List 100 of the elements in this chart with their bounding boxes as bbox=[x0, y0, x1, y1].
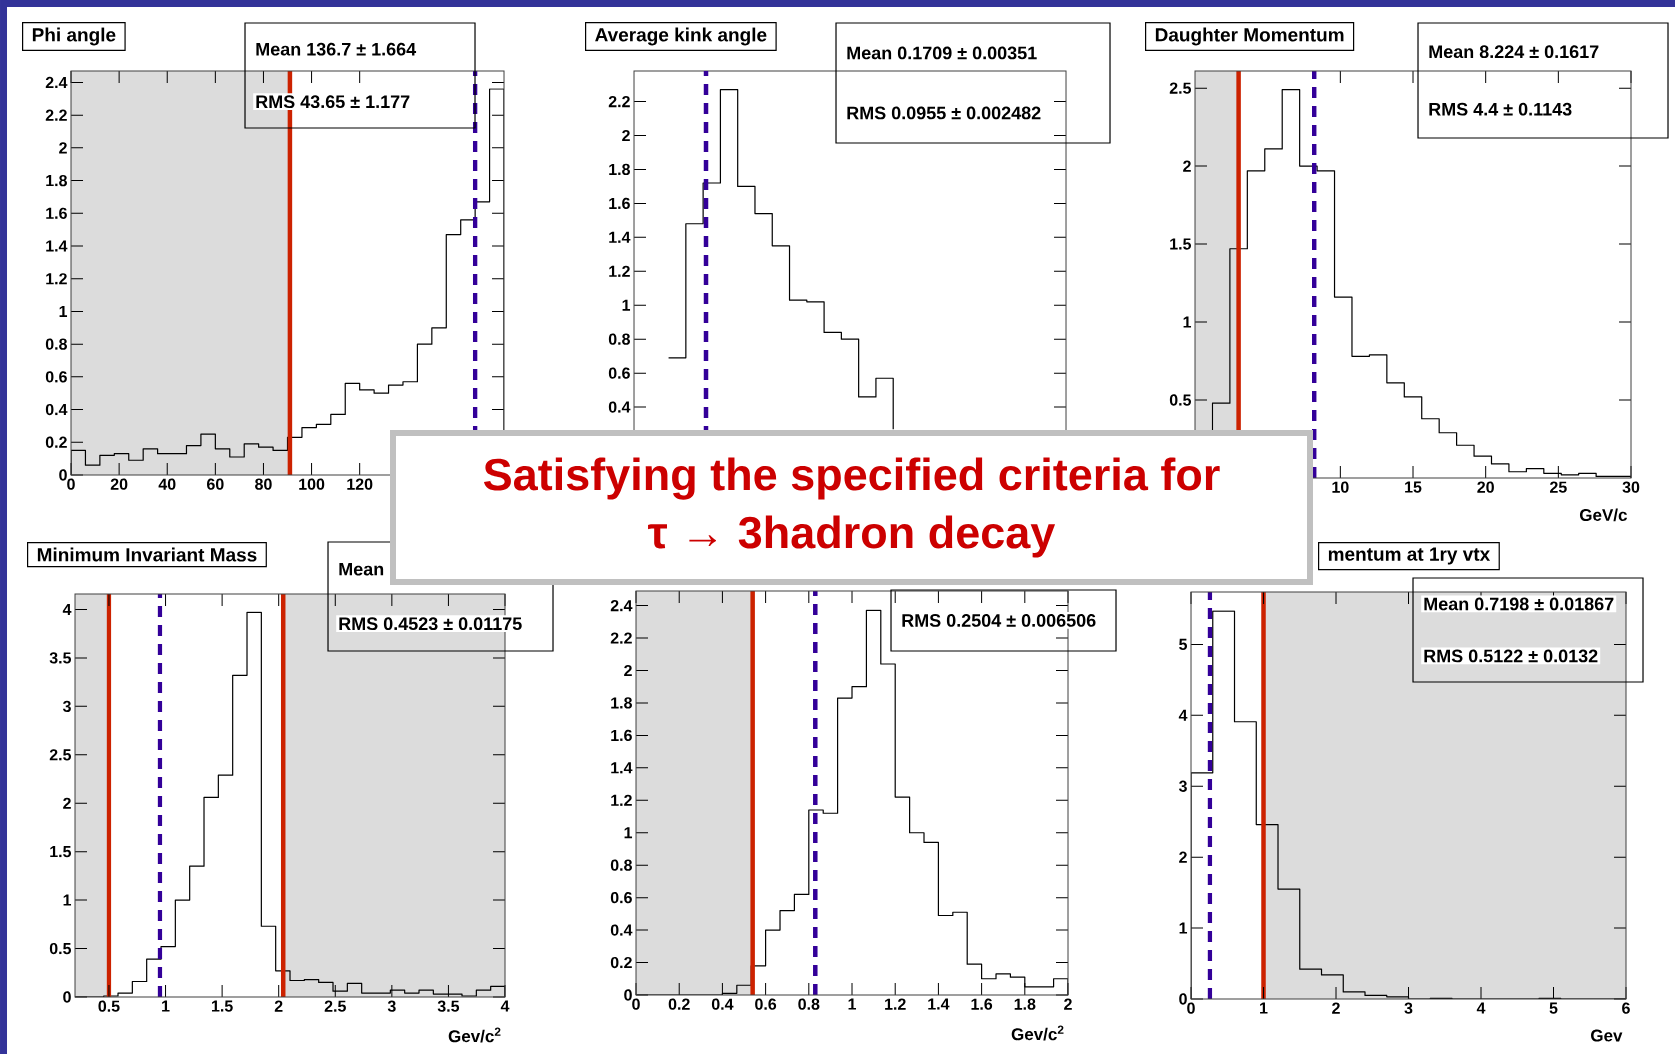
y-tick-label: 0.6 bbox=[610, 891, 632, 904]
y-tick-label: 2.2 bbox=[608, 95, 630, 108]
y-tick-label: 1.2 bbox=[609, 265, 630, 277]
y-tick-label: 2.4 bbox=[610, 600, 633, 612]
y-tick-label: 0.4 bbox=[45, 403, 68, 416]
y-tick-label: 3.5 bbox=[49, 652, 72, 664]
chart-title: Minimum Invariant Mass bbox=[37, 547, 257, 562]
y-tick-label: 1 bbox=[624, 827, 633, 839]
y-tick-label: 0.4 bbox=[610, 924, 633, 936]
x-tick-label: 30 bbox=[1622, 481, 1640, 493]
x-tick-label: 25 bbox=[1549, 481, 1567, 493]
y-tick-label: 1.6 bbox=[609, 197, 630, 210]
chart-title: Average kink angle bbox=[595, 27, 767, 46]
y-tick-label: 0.8 bbox=[45, 338, 67, 350]
y-tick-label: 1.2 bbox=[611, 794, 632, 806]
y-tick-label: 0.2 bbox=[45, 436, 67, 448]
y-tick-label: 2 bbox=[624, 664, 632, 677]
y-tick-label: 2 bbox=[63, 797, 71, 809]
y-tick-label: 1.8 bbox=[611, 697, 632, 709]
y-tick-label: 1.6 bbox=[611, 729, 632, 742]
x-tick-label: 0.4 bbox=[711, 998, 734, 1010]
y-tick-label: 1.8 bbox=[46, 174, 67, 187]
y-tick-label: 3 bbox=[62, 700, 71, 713]
annotation: RMS 43.65 ± 1.177 bbox=[256, 95, 410, 109]
y-tick-label: 2.2 bbox=[610, 632, 632, 644]
y-tick-label: 1 bbox=[63, 894, 72, 906]
x-tick-label: 10 bbox=[1332, 481, 1349, 493]
x-tick-label: 20 bbox=[110, 478, 128, 490]
x-tick-label: 1.4 bbox=[928, 998, 950, 1010]
x-tick-label: 120 bbox=[347, 478, 373, 490]
y-tick-label: 0.2 bbox=[610, 956, 632, 969]
x-axis-title: GeV/c bbox=[1579, 508, 1627, 522]
y-tick-label: 1.4 bbox=[609, 231, 631, 243]
text: Mean 0.1709 ± 0.00351 bbox=[847, 46, 1037, 60]
chart-title: Daughter Momentum bbox=[1155, 27, 1344, 46]
annotation: RMS 0.4523 ± 0.01175 bbox=[339, 617, 522, 631]
y-tick-label: 2.5 bbox=[49, 749, 72, 761]
y-tick-label: 2.4 bbox=[45, 76, 68, 89]
y-tick-label: 1.5 bbox=[1170, 238, 1192, 250]
annotation: RMS 0.2504 ± 0.006506 bbox=[902, 614, 1096, 627]
y-tick-label: 4 bbox=[1178, 709, 1188, 721]
x-axis-title: Gev/c$^{2}$ bbox=[1011, 1025, 1064, 1041]
y-tick-label: 2 bbox=[1183, 160, 1191, 172]
x-tick-label: 20 bbox=[1477, 481, 1494, 493]
x-tick-label: 3.5 bbox=[437, 1000, 460, 1012]
x-tick-label: 15 bbox=[1405, 481, 1422, 493]
annotation: Mean 0.7198 ± 0.01867 bbox=[1424, 597, 1614, 611]
x-tick-label: 2.5 bbox=[324, 1000, 346, 1012]
x-tick-label: 3 bbox=[387, 1000, 396, 1012]
x-tick-label: 80 bbox=[255, 478, 272, 490]
x-axis-title: Gev bbox=[1591, 1029, 1623, 1042]
x-axis-title: Gev/c$^{2}$ bbox=[448, 1027, 501, 1043]
x-tick-label: 2 bbox=[274, 1000, 283, 1012]
annotation: Satisfying the specified criteria for bbox=[483, 457, 1220, 500]
x-tick-label: 0.6 bbox=[755, 998, 777, 1010]
x-tick-label: 1.6 bbox=[971, 998, 993, 1010]
y-tick-label: 0.5 bbox=[1169, 394, 1192, 406]
y-tick-label: 0.8 bbox=[608, 333, 630, 345]
y-tick-label: 2.5 bbox=[1169, 82, 1192, 94]
x-tick-label: 1.8 bbox=[1014, 998, 1036, 1010]
x-tick-label: 2 bbox=[1332, 1002, 1340, 1014]
y-tick-label: 1.2 bbox=[46, 273, 67, 285]
annotation: RMS 0.0955 ± 0.002482 bbox=[847, 106, 1041, 120]
annotation: RMS 4.4 ± 0.1143 bbox=[1429, 102, 1572, 116]
y-tick-label: 5 bbox=[1179, 638, 1188, 651]
y-tick-label: 0.4 bbox=[608, 401, 631, 413]
y-tick-label: 1 bbox=[1183, 316, 1192, 328]
y-tick-label: 1 bbox=[622, 299, 631, 311]
x-tick-label: 3 bbox=[1404, 1002, 1413, 1014]
x-tick-label: 5 bbox=[1549, 1002, 1558, 1014]
y-tick-label: 2 bbox=[59, 142, 67, 154]
chart-title: Phi angle bbox=[32, 27, 116, 46]
y-tick-label: 3 bbox=[1178, 780, 1187, 792]
y-tick-label: 0 bbox=[624, 989, 632, 1001]
y-tick-label: 1 bbox=[1179, 922, 1188, 934]
annotation: RMS 0.5122 ± 0.0132 bbox=[1424, 649, 1598, 663]
y-tick-label: 0.6 bbox=[45, 371, 67, 383]
y-tick-label: 0.8 bbox=[610, 859, 632, 871]
y-tick-label: 2 bbox=[1179, 851, 1187, 863]
x-tick-label: 100 bbox=[299, 478, 325, 490]
y-tick-label: 4 bbox=[62, 603, 72, 615]
x-tick-label: 40 bbox=[158, 478, 176, 490]
x-tick-label: 1 bbox=[1260, 1002, 1268, 1014]
x-tick-label: 1.5 bbox=[212, 1000, 233, 1012]
y-tick-label: 1.8 bbox=[609, 163, 630, 176]
y-tick-label: 0.5 bbox=[49, 942, 72, 955]
x-tick-label: 60 bbox=[207, 478, 224, 490]
x-tick-label: 2 bbox=[1064, 998, 1072, 1010]
text: Mean bbox=[339, 562, 384, 576]
text: τ → 3hadron decay bbox=[648, 515, 1056, 558]
x-tick-label: 0.5 bbox=[98, 1000, 120, 1012]
chart-title: mentum at 1ry vtx bbox=[1328, 547, 1491, 565]
x-tick-label: 4 bbox=[1476, 1002, 1486, 1014]
y-tick-label: 2.2 bbox=[45, 109, 67, 121]
text: Mean 8.224 ± 0.1617 bbox=[1429, 45, 1599, 59]
y-tick-label: 1.4 bbox=[46, 240, 68, 252]
x-tick-label: 1 bbox=[848, 998, 857, 1010]
y-tick-label: 0 bbox=[59, 469, 67, 481]
y-tick-label: 1.6 bbox=[46, 207, 67, 219]
x-tick-label: 0.8 bbox=[798, 998, 820, 1010]
